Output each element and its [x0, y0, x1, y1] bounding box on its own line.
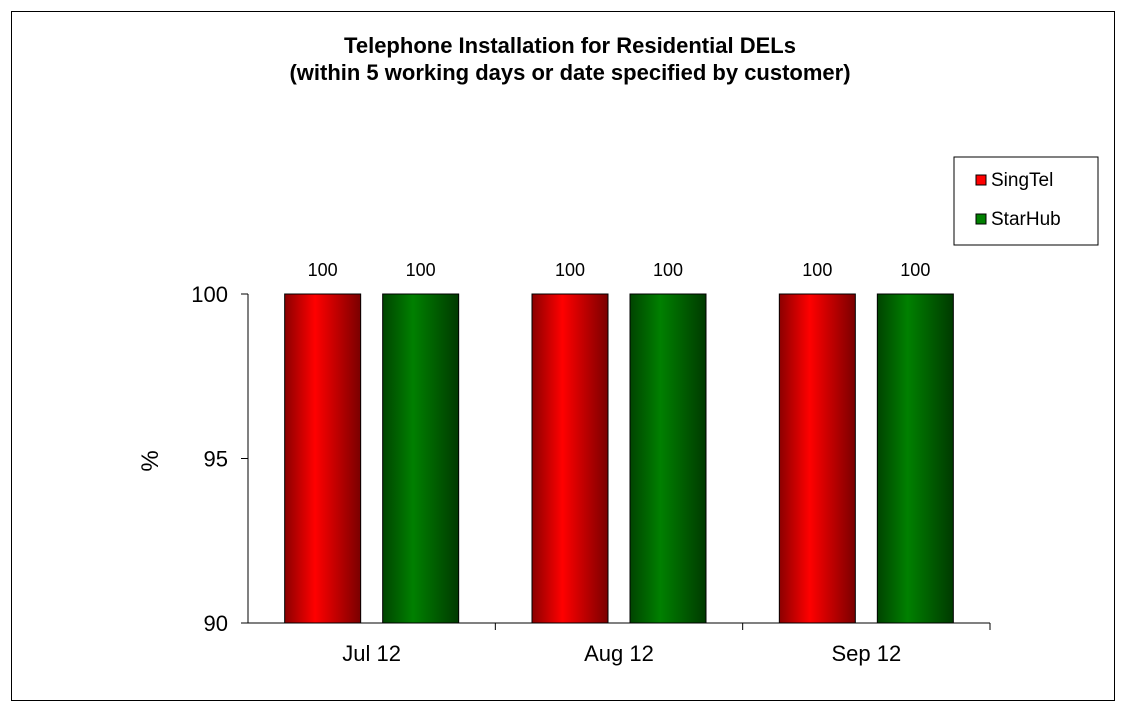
data-label: 100	[653, 260, 683, 280]
chart: Telephone Installation for Residential D…	[137, 33, 1099, 666]
x-tick-label: Sep 12	[831, 641, 901, 666]
legend-label-singtel: SingTel	[991, 170, 1053, 191]
y-tick-label: 95	[204, 447, 228, 472]
legend-box	[953, 156, 1099, 246]
bar	[876, 293, 954, 624]
chart-title: Telephone Installation for Residential D…	[344, 33, 796, 58]
data-label: 100	[555, 260, 585, 280]
y-axis-label: %	[137, 450, 164, 471]
bar	[531, 293, 609, 624]
legend-swatch-singtel	[975, 174, 987, 186]
bar	[382, 293, 460, 624]
legend-swatch-starhub	[975, 213, 987, 225]
plot-area: 90 95 100 Jul 12 100 100 Aug 12 100 100 Sep 12 100…	[191, 260, 991, 666]
chart-subtitle: (within 5 working days or date specified…	[289, 60, 850, 85]
legend: SingTel StarHub	[953, 156, 1099, 246]
x-tick-label: Aug 12	[584, 641, 654, 666]
data-label: 100	[802, 260, 832, 280]
data-label: 100	[900, 260, 930, 280]
data-label: 100	[406, 260, 436, 280]
bar	[778, 293, 856, 624]
bar	[629, 293, 707, 624]
legend-label-starhub: StarHub	[991, 209, 1061, 230]
y-tick-label: 90	[204, 611, 228, 636]
y-tick-label: 100	[191, 282, 228, 307]
x-tick-label: Jul 12	[342, 641, 401, 666]
bar	[284, 293, 362, 624]
data-label: 100	[308, 260, 338, 280]
